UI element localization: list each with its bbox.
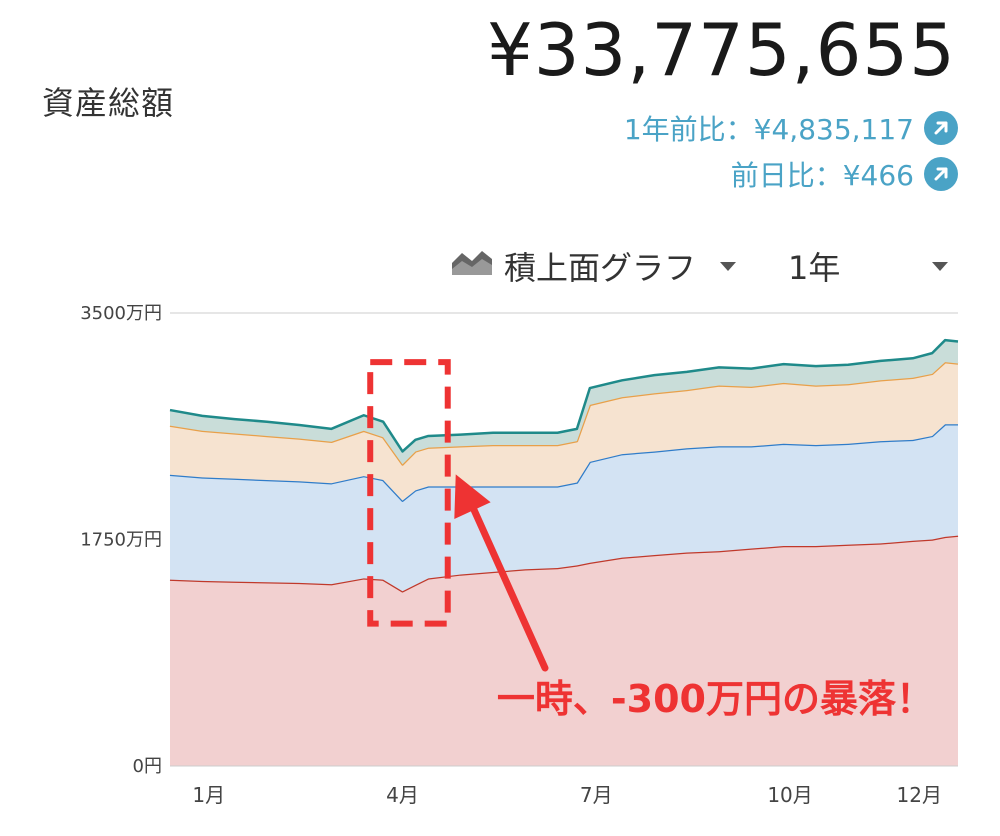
annotation-arrow-shaft bbox=[466, 496, 549, 672]
x-tick-label: 1月 bbox=[192, 783, 225, 807]
series-2-area bbox=[170, 362, 958, 501]
chart-type-dropdown[interactable]: 積上面グラフ bbox=[450, 244, 737, 288]
period-label: 1年 bbox=[788, 249, 841, 287]
stacked-area-icon bbox=[450, 245, 494, 287]
series-0-area bbox=[170, 535, 958, 766]
y-tick-label: 3500万円 bbox=[80, 303, 162, 324]
x-tick-label: 10月 bbox=[767, 783, 812, 807]
arrow-up-right-icon bbox=[924, 157, 958, 191]
year-change: 1年前比：¥4,835,117 bbox=[624, 108, 958, 148]
year-change-text: 1年前比：¥4,835,117 bbox=[623, 113, 914, 146]
chevron-down-icon bbox=[932, 261, 948, 271]
annotation-text: 一時、-300万円の暴落！ bbox=[497, 677, 934, 721]
x-tick-label: 4月 bbox=[386, 783, 419, 807]
total-assets-label: 資産総額 bbox=[42, 84, 175, 122]
total-assets-value: ¥33,775,655 bbox=[486, 8, 956, 92]
x-tick-label: 7月 bbox=[580, 783, 613, 807]
y-tick-label: 0円 bbox=[133, 756, 162, 777]
highlight-box bbox=[367, 359, 451, 627]
x-tick-label: 12月 bbox=[897, 783, 942, 807]
y-tick-label: 1750万円 bbox=[80, 530, 162, 551]
annotation-arrow-head bbox=[454, 474, 491, 520]
day-change-text: 前日比：¥466 bbox=[730, 159, 914, 192]
series-3-line bbox=[169, 338, 959, 453]
arrow-up-right-icon bbox=[924, 111, 958, 145]
period-dropdown[interactable]: 1年 bbox=[788, 244, 948, 288]
day-change: 前日比：¥466 bbox=[731, 154, 958, 194]
chart-type-label: 積上面グラフ bbox=[504, 249, 697, 287]
series-3-area bbox=[170, 340, 958, 465]
chevron-down-icon bbox=[720, 261, 737, 271]
series-1-area bbox=[170, 424, 958, 592]
